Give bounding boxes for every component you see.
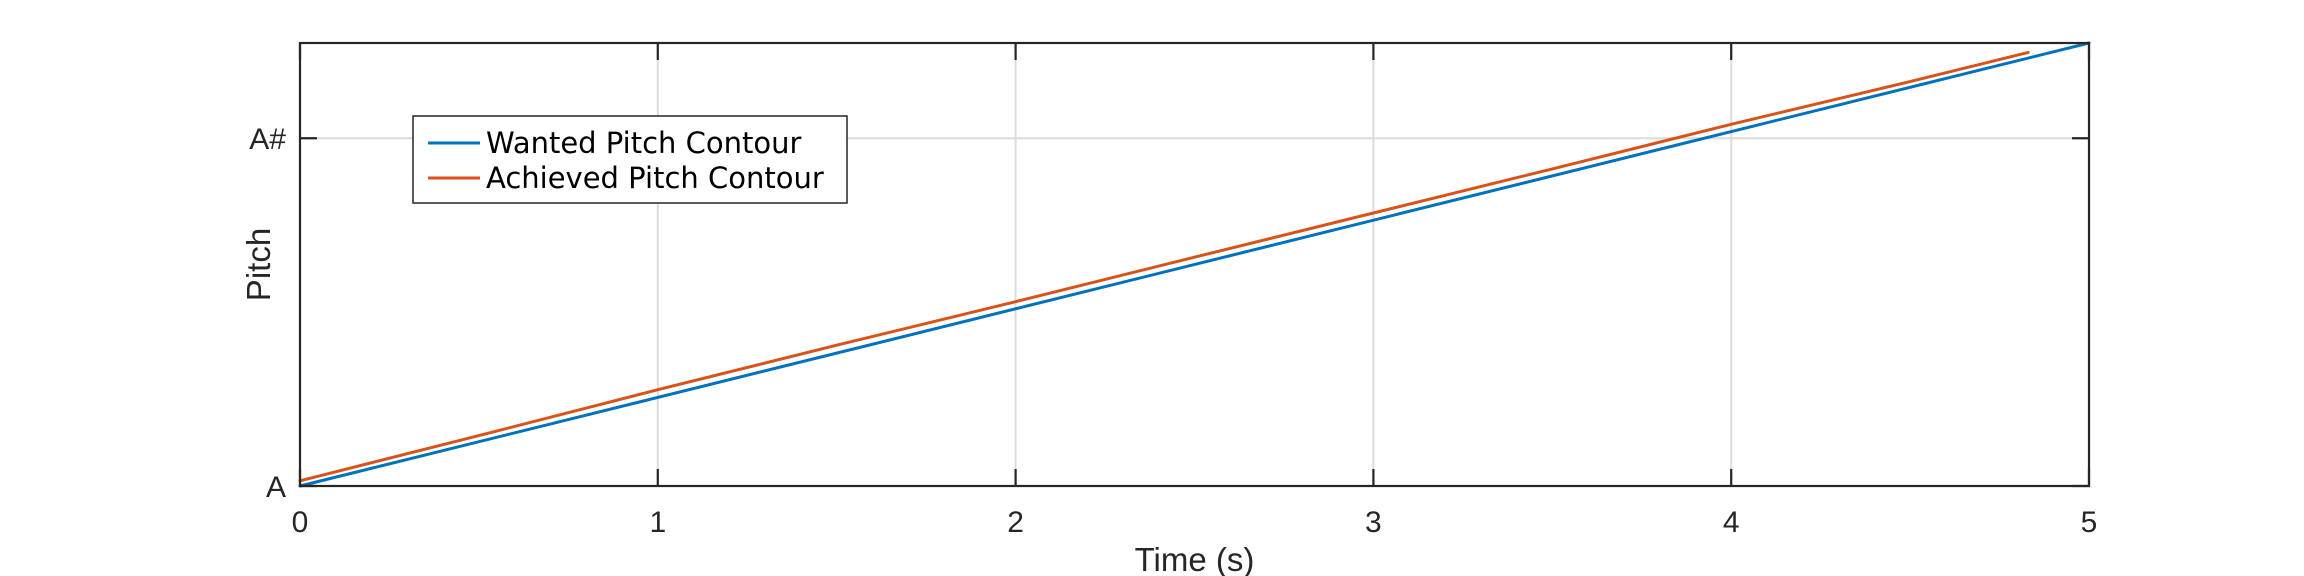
x-axis-title: Time (s) bbox=[1135, 541, 1255, 576]
axis-ticks bbox=[298, 43, 2091, 488]
y-tick-label-1: A# bbox=[249, 123, 286, 156]
y-axis-title: Pitch bbox=[240, 228, 277, 301]
y-tick-label-0: A bbox=[266, 471, 286, 504]
x-tick-label-4: 4 bbox=[1723, 506, 1740, 539]
x-tick-label-0: 0 bbox=[292, 506, 309, 539]
legend: Wanted Pitch Contour Achieved Pitch Cont… bbox=[412, 115, 848, 204]
x-tick-label-1: 1 bbox=[649, 506, 666, 539]
x-tick-label-2: 2 bbox=[1007, 506, 1024, 539]
series-line-0 bbox=[298, 41, 2091, 488]
series-lines bbox=[298, 41, 2091, 488]
legend-box bbox=[412, 115, 848, 204]
legend-label-wanted: Wanted Pitch Contour bbox=[486, 126, 801, 160]
series-line-1 bbox=[298, 50, 2030, 483]
legend-label-achieved: Achieved Pitch Contour bbox=[486, 161, 824, 195]
axes-box bbox=[298, 41, 2091, 488]
tick-labels: 0 1 2 3 4 5 A A# bbox=[249, 123, 2097, 539]
x-tick-label-5: 5 bbox=[2081, 506, 2098, 539]
x-tick-label-3: 3 bbox=[1365, 506, 1382, 539]
